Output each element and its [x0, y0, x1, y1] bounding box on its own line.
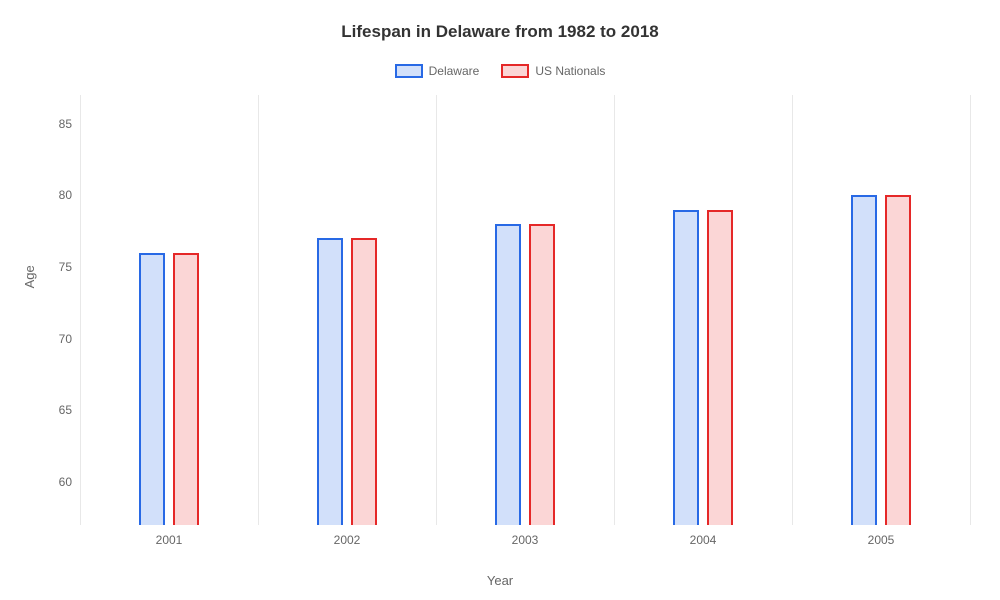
chart-legend: Delaware US Nationals [0, 64, 1000, 78]
gridline-vertical [80, 95, 81, 525]
x-axis-label: Year [0, 573, 1000, 588]
y-tick-label: 65 [40, 403, 72, 417]
y-tick-label: 80 [40, 188, 72, 202]
y-tick-label: 85 [40, 117, 72, 131]
gridline-vertical [436, 95, 437, 525]
legend-swatch-delaware [395, 64, 423, 78]
bar [851, 195, 877, 525]
chart-title: Lifespan in Delaware from 1982 to 2018 [0, 0, 1000, 42]
lifespan-chart: Lifespan in Delaware from 1982 to 2018 D… [0, 0, 1000, 600]
bar [673, 210, 699, 525]
bar [317, 238, 343, 525]
bar [495, 224, 521, 525]
gridline-vertical [258, 95, 259, 525]
legend-swatch-us-nationals [501, 64, 529, 78]
gridline-vertical [792, 95, 793, 525]
bar [351, 238, 377, 525]
legend-item-us-nationals: US Nationals [501, 64, 605, 78]
gridline-vertical [614, 95, 615, 525]
legend-label-delaware: Delaware [429, 64, 480, 78]
legend-label-us-nationals: US Nationals [535, 64, 605, 78]
x-tick-label: 2005 [868, 533, 895, 547]
x-tick-label: 2004 [690, 533, 717, 547]
x-tick-label: 2003 [512, 533, 539, 547]
plot-area: 60657075808520012002200320042005 [80, 95, 970, 525]
x-tick-label: 2002 [334, 533, 361, 547]
x-tick-label: 2001 [156, 533, 183, 547]
y-axis-label: Age [22, 265, 37, 288]
bar [173, 253, 199, 525]
y-tick-label: 70 [40, 332, 72, 346]
gridline-vertical [970, 95, 971, 525]
bar [139, 253, 165, 525]
bar [707, 210, 733, 525]
y-tick-label: 60 [40, 475, 72, 489]
bar [885, 195, 911, 525]
legend-item-delaware: Delaware [395, 64, 480, 78]
y-tick-label: 75 [40, 260, 72, 274]
bar [529, 224, 555, 525]
